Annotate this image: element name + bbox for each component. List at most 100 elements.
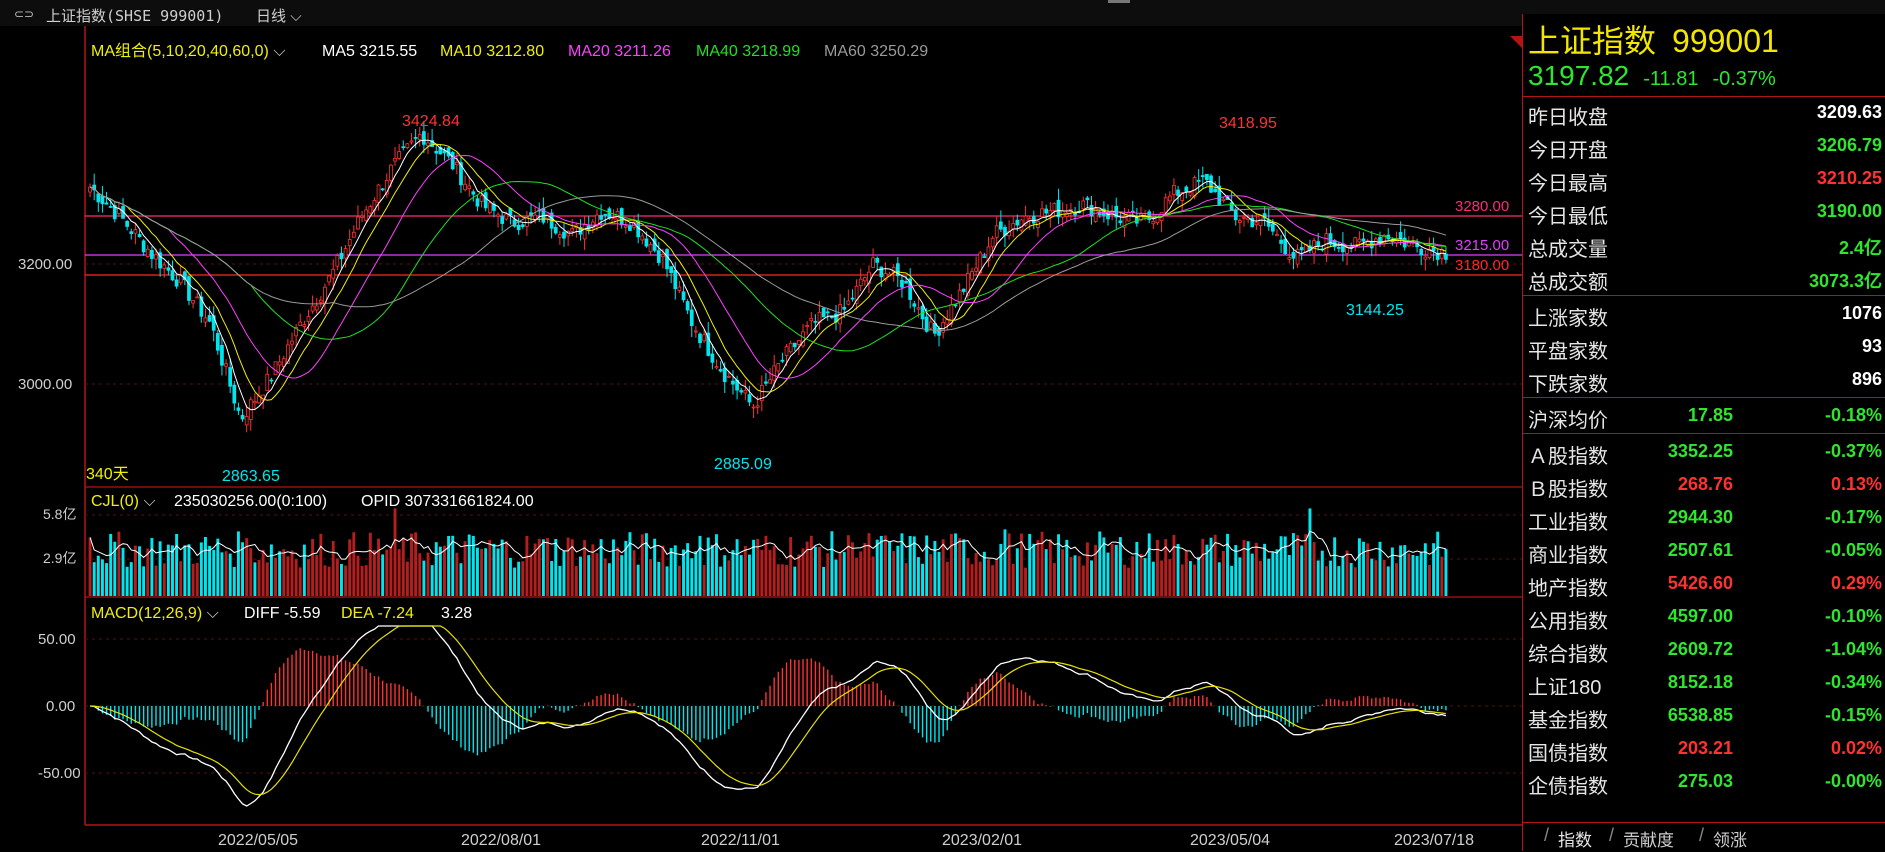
row-pct: 0.02% <box>1830 738 1882 758</box>
candle-body <box>1052 203 1057 212</box>
tab-1[interactable]: 贡献度 <box>1623 831 1674 850</box>
stat-row[interactable]: 昨日收盘 3209.63 <box>1523 96 1885 129</box>
candle-body <box>1184 186 1189 192</box>
candle-body <box>1147 211 1152 221</box>
macd-indicator-label[interactable]: MACD(12,26,9) ⌵ <box>91 605 219 622</box>
row-value: 1076 <box>1841 303 1882 323</box>
ma20-label: MA20 3211.26 <box>568 43 671 60</box>
candle-body <box>253 401 257 404</box>
index-row[interactable]: 企债指数 275.03 -0.00% <box>1523 765 1885 798</box>
index-row[interactable]: 公用指数 4597.00 -0.10% <box>1523 600 1885 633</box>
breadth-row[interactable]: 下跌家数 896 <box>1523 363 1885 396</box>
index-row[interactable]: 地产指数 5426.60 0.29% <box>1523 567 1885 600</box>
row-value: 896 <box>1851 369 1882 389</box>
candle-body <box>1097 211 1102 216</box>
chart-area[interactable]: MA组合(5,10,20,40,60,0) ⌵ MA5 3215.55 MA10… <box>0 26 1522 851</box>
breadth-row[interactable]: 上涨家数 1076 <box>1523 297 1885 330</box>
candle-body <box>566 230 570 237</box>
volume-bar <box>166 544 170 596</box>
candle-body <box>1176 189 1180 196</box>
index-row[interactable]: 工业指数 2944.30 -0.17% <box>1523 501 1885 534</box>
candle-body <box>673 270 678 290</box>
index-row[interactable]: Ｂ股指数 268.76 0.13% <box>1523 468 1885 501</box>
row-label: 沪深均价 <box>1528 410 1608 432</box>
volume-bar <box>1102 537 1106 596</box>
tab-2[interactable]: 领涨 <box>1713 831 1747 850</box>
stat-row[interactable]: 今日开盘 3206.79 <box>1523 129 1885 162</box>
x-tick-label: 2023/02/01 <box>942 832 1022 849</box>
volume-bar <box>982 551 986 596</box>
volume-bar <box>1019 533 1023 596</box>
candle-body <box>978 252 983 274</box>
ma5-label: MA5 3215.55 <box>322 43 417 60</box>
candle-body <box>570 228 575 232</box>
candle-body <box>945 319 950 325</box>
volume-bar <box>694 551 698 596</box>
volume-bar <box>818 546 821 596</box>
candle-body <box>924 316 929 332</box>
volume-bar <box>208 545 212 596</box>
volume-bar <box>974 552 978 596</box>
candle-body <box>166 267 171 271</box>
index-row[interactable]: 综合指数 2609.72 -1.04% <box>1523 633 1885 666</box>
stat-row[interactable]: 总成交额 3073.3亿 <box>1523 261 1885 294</box>
index-row[interactable]: 商业指数 2507.61 -0.05% <box>1523 534 1885 567</box>
volume-bar <box>1230 565 1234 596</box>
volume-bar <box>661 545 665 596</box>
candle-body <box>298 321 303 326</box>
volume-bar <box>1085 542 1089 596</box>
stat-row[interactable]: 今日最高 3210.25 <box>1523 162 1885 195</box>
volume-bar <box>772 546 776 596</box>
volume-bar <box>710 545 714 596</box>
resize-handle[interactable] <box>1108 0 1130 3</box>
row-label: 企债指数 <box>1528 776 1608 798</box>
volume-bar <box>298 567 302 596</box>
volume-bar <box>1267 558 1271 596</box>
index-row[interactable]: 上证180 8152.18 -0.34% <box>1523 666 1885 699</box>
volume-bar <box>949 533 953 596</box>
candle-body <box>1295 248 1300 265</box>
breadth-row[interactable]: 平盘家数 93 <box>1523 330 1885 363</box>
candle-body <box>1019 219 1024 231</box>
candle-body <box>830 316 834 318</box>
volume-bar <box>508 557 512 596</box>
volume-bar <box>1015 548 1019 596</box>
index-row[interactable]: 基金指数 6538.85 -0.15% <box>1523 699 1885 732</box>
volume-bar <box>1110 544 1114 596</box>
volume-bar <box>513 567 517 596</box>
index-row[interactable]: Ａ股指数 3352.25 -0.37% <box>1523 435 1885 468</box>
volume-bars <box>88 508 1448 596</box>
candle-body <box>825 311 830 314</box>
candle-body <box>1081 200 1086 210</box>
volume-indicator-label[interactable]: CJL(0) ⌵ <box>91 493 156 510</box>
row-pct: -0.15% <box>1824 705 1882 725</box>
candle-body <box>1205 173 1209 181</box>
volume-bar <box>1316 560 1320 596</box>
avg-price-row[interactable]: 沪深均价 17.85 -0.18% <box>1523 399 1885 432</box>
volume-bar <box>1147 533 1151 596</box>
volume-bar <box>1201 538 1205 596</box>
volume-bar <box>187 544 191 596</box>
candle-body <box>96 193 101 203</box>
volume-bar <box>319 533 323 596</box>
stat-row[interactable]: 总成交量 2.4亿 <box>1523 228 1885 261</box>
candle-body <box>286 344 290 364</box>
candle-body <box>104 202 109 205</box>
volume-bar <box>418 553 422 596</box>
row-label: 工业指数 <box>1528 512 1608 534</box>
candle-body <box>1398 232 1403 240</box>
candle-body <box>1435 252 1440 260</box>
ma-combo-label[interactable]: MA组合(5,10,20,40,60,0) ⌵ <box>91 42 285 60</box>
tab-0[interactable]: 指数 <box>1558 831 1592 850</box>
volume-bar <box>583 540 587 596</box>
candle-body <box>805 325 810 327</box>
volume-bar <box>216 538 220 596</box>
index-row[interactable]: 国债指数 203.21 0.02% <box>1523 732 1885 765</box>
volume-bar <box>579 556 582 596</box>
volume-bar <box>467 534 471 596</box>
stat-row[interactable]: 今日最低 3190.00 <box>1523 195 1885 228</box>
period-select[interactable]: 日线 ⌵ <box>256 5 302 26</box>
candle-body <box>1316 241 1321 247</box>
link-icon[interactable]: ⊂⊃ <box>14 7 35 21</box>
volume-bar <box>925 535 929 596</box>
